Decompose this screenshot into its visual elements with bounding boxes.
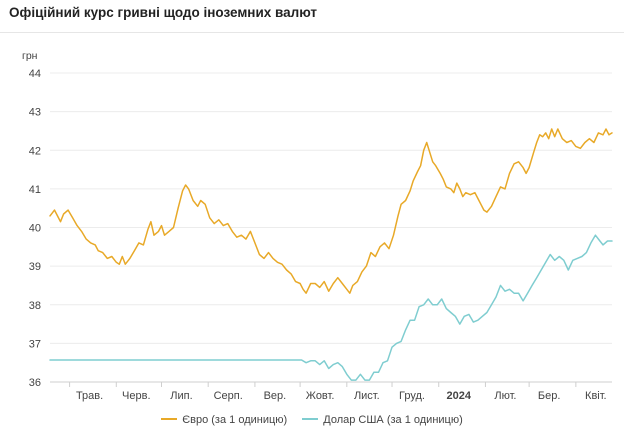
x-tick-label: Лист. — [354, 390, 380, 402]
x-tick-label: Жовт. — [306, 390, 335, 402]
grid-lines — [50, 72, 612, 383]
x-tick-label: Лип. — [170, 390, 192, 402]
y-axis-ticks: 36 37 38 39 40 41 42 43 44 — [29, 68, 41, 389]
y-tick-label: 39 — [29, 261, 41, 273]
legend: Євро (за 1 одиницю) Долар США (за 1 один… — [0, 414, 624, 426]
x-tick-label: Лют. — [494, 390, 516, 402]
x-tick-label: Черв. — [122, 390, 150, 402]
legend-label-usd: Долар США (за 1 одиницю) — [323, 414, 463, 426]
legend-swatch-usd — [302, 418, 319, 421]
legend-item-usd[interactable]: Долар США (за 1 одиницю) — [302, 414, 463, 426]
x-axis-ticks: Трав. Черв. Лип. Серп. Вер. Жовт. Лист. Груд. 20… — [69, 382, 607, 402]
y-tick-label: 38 — [29, 300, 41, 312]
y-tick-label: 42 — [29, 145, 41, 157]
title-divider — [0, 32, 624, 33]
x-tick-label: Трав. — [76, 390, 103, 402]
series-line-usd[interactable] — [49, 234, 613, 381]
y-tick-label: 43 — [29, 107, 41, 119]
y-tick-label: 40 — [29, 223, 41, 235]
y-tick-label: 36 — [29, 377, 41, 389]
legend-item-euro[interactable]: Євро (за 1 одиницю) — [161, 414, 287, 426]
chart-title: Офіційний курс гривні щодо іноземних вал… — [9, 5, 318, 20]
legend-label-euro: Євро (за 1 одиницю) — [182, 414, 288, 426]
x-tick-label: Бер. — [538, 390, 561, 402]
x-tick-label: Вер. — [264, 390, 287, 402]
x-tick-label: 2024 — [446, 390, 471, 402]
y-tick-label: 44 — [29, 68, 41, 80]
x-tick-label: Серп. — [214, 390, 243, 402]
y-tick-label: 41 — [29, 184, 41, 196]
series-lines — [49, 128, 613, 381]
y-axis-unit-label: грн — [22, 50, 38, 62]
legend-swatch-euro — [161, 418, 178, 421]
x-tick-label: Квіт. — [585, 390, 607, 402]
y-tick-label: 37 — [29, 338, 41, 350]
series-line-euro[interactable] — [49, 128, 613, 294]
x-tick-label: Груд. — [399, 390, 425, 402]
